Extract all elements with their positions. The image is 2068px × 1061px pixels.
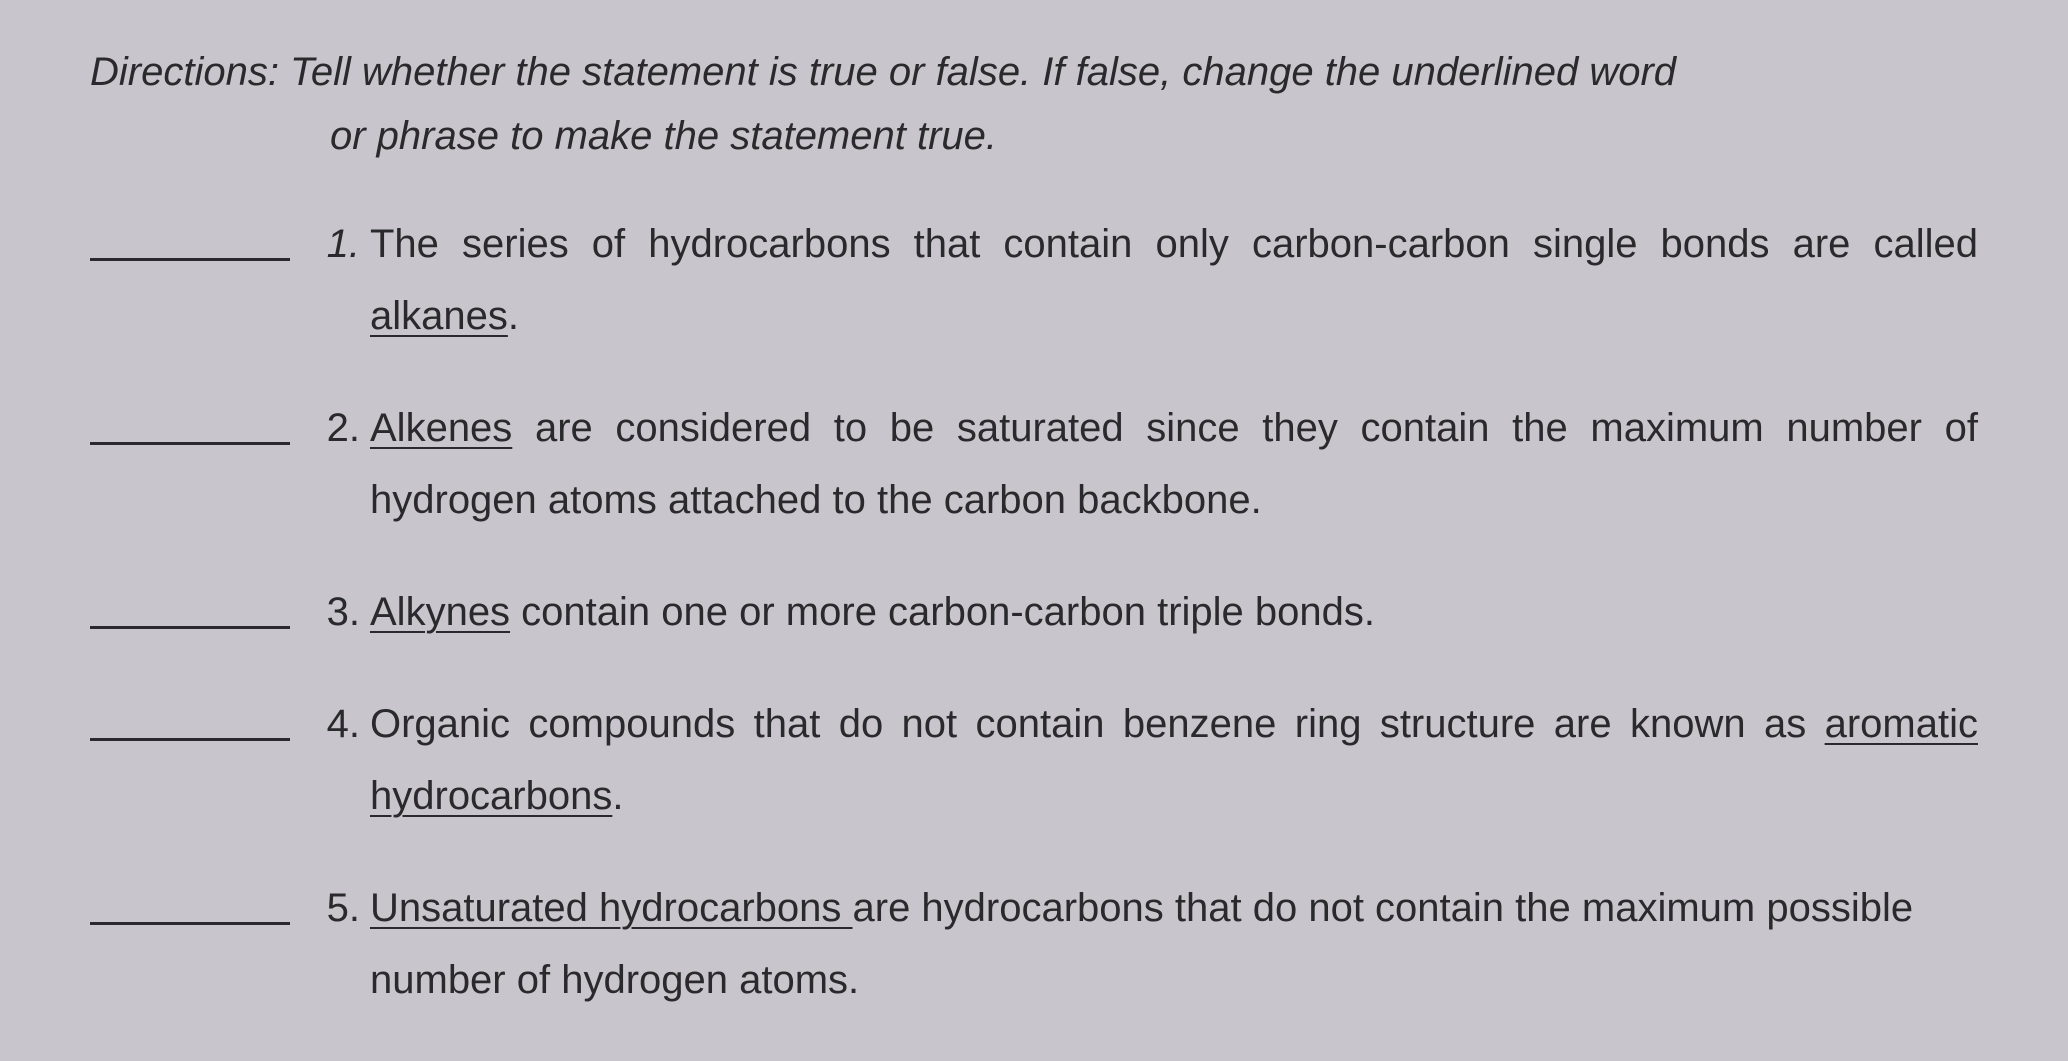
q2-underlined: Alkenes [370, 406, 512, 450]
question-number-3: 3. [290, 576, 370, 648]
question-text-4: Organic compounds that do not contain be… [370, 688, 1978, 832]
question-5: 5. Unsaturated hydrocarbons are hydrocar… [90, 872, 1978, 1016]
answer-blank-1[interactable] [90, 218, 290, 261]
q1-pre: The series of hydrocarbons that contain … [370, 222, 1978, 266]
worksheet-page: Directions: Tell whether the statement i… [0, 0, 2068, 1061]
question-text-5: Unsaturated hydrocarbons are hydrocarbon… [370, 872, 1978, 1016]
answer-blank-4[interactable] [90, 698, 290, 741]
directions-line-2: or phrase to make the statement true. [90, 104, 1978, 168]
question-number-4: 4. [290, 688, 370, 760]
q3-post: contain one or more carbon-carbon triple… [510, 590, 1375, 634]
q4-pre: Organic compounds that do not contain be… [370, 702, 1825, 746]
question-1: 1. The series of hydrocarbons that conta… [90, 208, 1978, 352]
q3-underlined: Alkynes [370, 590, 510, 634]
answer-blank-5[interactable] [90, 882, 290, 925]
q1-post: . [508, 294, 519, 338]
directions-block: Directions: Tell whether the statement i… [90, 40, 1978, 168]
question-text-2: Alkenes are considered to be saturated s… [370, 392, 1978, 536]
question-text-1: The series of hydrocarbons that contain … [370, 208, 1978, 352]
q1-underlined: alkanes [370, 294, 508, 338]
question-2: 2. Alkenes are considered to be saturate… [90, 392, 1978, 536]
q4-post: . [612, 774, 623, 818]
q2-post: are considered to be saturated since the… [370, 406, 1978, 522]
question-3: 3. Alkynes contain one or more carbon-ca… [90, 576, 1978, 648]
question-number-1: 1. [290, 208, 370, 280]
question-text-3: Alkynes contain one or more carbon-carbo… [370, 576, 1978, 648]
question-4: 4. Organic compounds that do not contain… [90, 688, 1978, 832]
question-number-2: 2. [290, 392, 370, 464]
answer-blank-3[interactable] [90, 586, 290, 629]
q5-underlined: Unsaturated hydrocarbons [370, 886, 853, 930]
directions-line-1: Directions: Tell whether the statement i… [90, 40, 1978, 104]
answer-blank-2[interactable] [90, 402, 290, 445]
question-number-5: 5. [290, 872, 370, 944]
